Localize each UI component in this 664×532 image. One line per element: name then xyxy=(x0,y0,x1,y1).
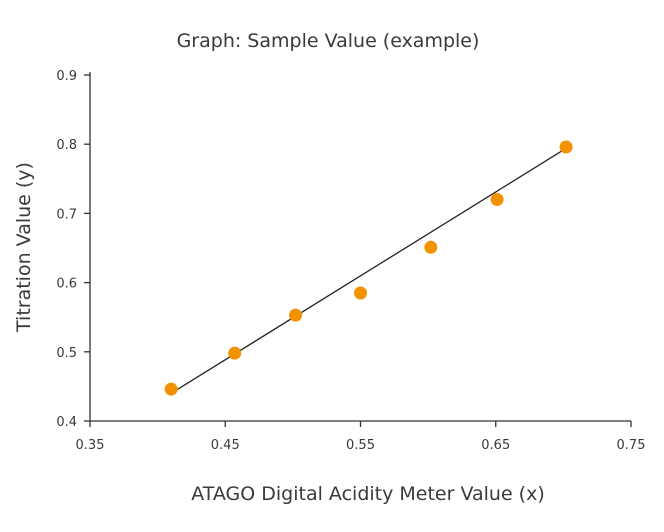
axes xyxy=(89,72,631,422)
data-point xyxy=(424,240,438,254)
y-tick-label: 0.6 xyxy=(56,277,77,292)
data-point xyxy=(164,382,178,396)
y-axis-title: Titration Value (y) xyxy=(13,162,35,333)
y-tick-label: 0.8 xyxy=(56,138,77,153)
x-axis-title: ATAGO Digital Acidity Meter Value (x) xyxy=(191,483,545,505)
data-points xyxy=(164,140,573,396)
x-tick-label: 0.75 xyxy=(617,438,646,453)
data-point xyxy=(228,346,242,360)
data-point xyxy=(354,286,367,300)
chart-title: Graph: Sample Value (example) xyxy=(177,30,480,52)
y-tick-label: 0.7 xyxy=(56,207,77,222)
ticks: 0.4 0.5 0.6 0.7 0.8 0.9 0.35 0.45 0.55 0.65 0.75 xyxy=(56,69,645,453)
data-point xyxy=(490,193,504,207)
x-tick-label: 0.65 xyxy=(481,438,510,453)
x-tick-label: 0.55 xyxy=(346,438,375,453)
x-tick-label: 0.45 xyxy=(211,438,240,453)
y-tick-label: 0.9 xyxy=(56,69,77,84)
data-point xyxy=(289,308,303,322)
y-tick-label: 0.5 xyxy=(56,346,77,361)
y-tick-label: 0.4 xyxy=(56,415,77,430)
x-tick-label: 0.35 xyxy=(76,438,105,453)
data-point xyxy=(559,140,573,154)
